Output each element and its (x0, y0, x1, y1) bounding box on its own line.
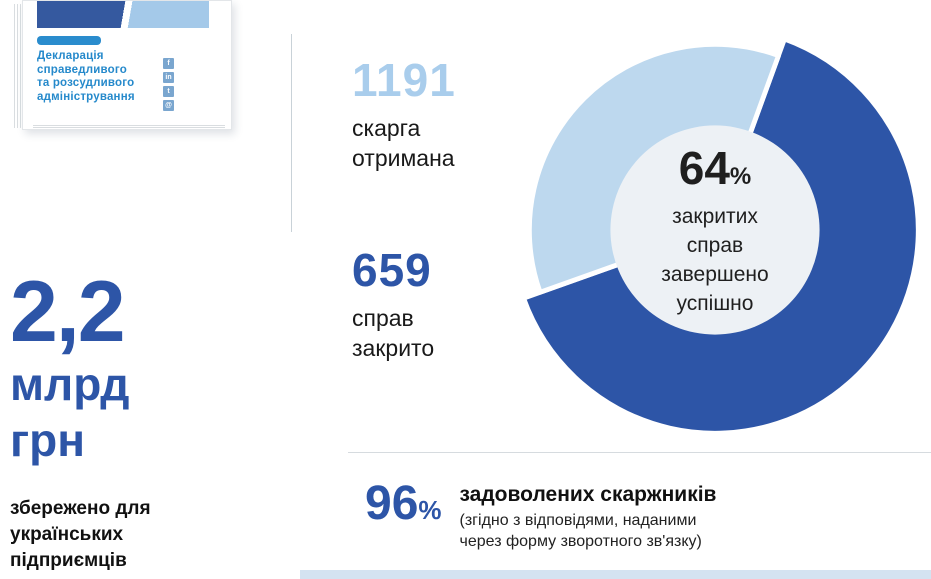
linkedin-icon: in (163, 72, 174, 83)
next-section-strip (300, 570, 931, 579)
satisfaction-headline: задоволених скаржників (459, 483, 717, 506)
cover-art-graphic (37, 1, 209, 28)
cover-tag-pill (37, 36, 101, 45)
cover-title: Декларація справедливого та розсудливого… (37, 50, 135, 104)
stat-label: скарга отримана (352, 113, 456, 173)
savings-caption-line: підприємців (10, 550, 127, 571)
vertical-divider (291, 34, 292, 232)
savings-unit-line: грн (10, 414, 86, 466)
percent-value: 96 (365, 477, 419, 530)
donut-chart: 64% закритих справ завершено успішно (500, 15, 930, 445)
stat-label-line: закрито (352, 335, 435, 361)
satisfaction-note-line: через форму зворотного зв'язку) (459, 533, 702, 550)
satisfaction-note-line: (згідно з відповідями, наданими (459, 512, 697, 529)
satisfaction-text: задоволених скаржників (згідно з відпові… (460, 476, 717, 552)
twitter-icon: t (163, 86, 174, 97)
stat-value: 1191 (352, 54, 456, 106)
savings-stat: 2,2 млрд грн збережено для українських п… (10, 268, 151, 574)
email-icon: @ (163, 100, 174, 111)
cover-title-line: та розсудливого (37, 77, 135, 89)
cover-title-line: справедливого (37, 63, 127, 76)
book-cover-front: Декларація справедливого та розсудливого… (22, 0, 232, 130)
cover-title-line: Декларація (37, 50, 104, 62)
facebook-icon: f (163, 58, 174, 69)
savings-caption-line: українських (10, 524, 124, 545)
savings-amount: 2,2 (10, 264, 126, 360)
report-book-cover: Декларація справедливого та розсудливого… (12, 0, 232, 132)
stat-label-line: скарга (352, 115, 421, 141)
book-pages-edge (12, 4, 22, 128)
savings-unit-line: млрд (10, 358, 130, 410)
cover-social-icons: f in t @ (163, 58, 174, 111)
horizontal-divider (348, 452, 931, 453)
stat-value: 659 (352, 244, 432, 296)
satisfaction-note: (згідно з відповідями, наданими через фо… (460, 510, 717, 552)
percent-sign: % (418, 495, 442, 525)
stat-complaints-received: 1191 скарга отримана (352, 56, 456, 173)
stat-cases-closed: 659 справ закрито (352, 246, 434, 363)
donut-hole (610, 125, 820, 335)
stat-label: справ закрито (352, 303, 434, 363)
stat-label-line: отримана (352, 145, 455, 171)
cover-title-line: адміністрування (37, 90, 135, 103)
savings-caption-line: збережено для (10, 498, 151, 519)
savings-caption: збережено для українських підприємців (10, 496, 151, 574)
satisfaction-value: 96% (365, 476, 442, 538)
donut-svg (521, 36, 921, 436)
stat-label-line: справ (352, 305, 414, 331)
book-bottom-pages (33, 124, 225, 129)
satisfaction-stat: 96% задоволених скаржників (згідно з від… (365, 476, 716, 552)
